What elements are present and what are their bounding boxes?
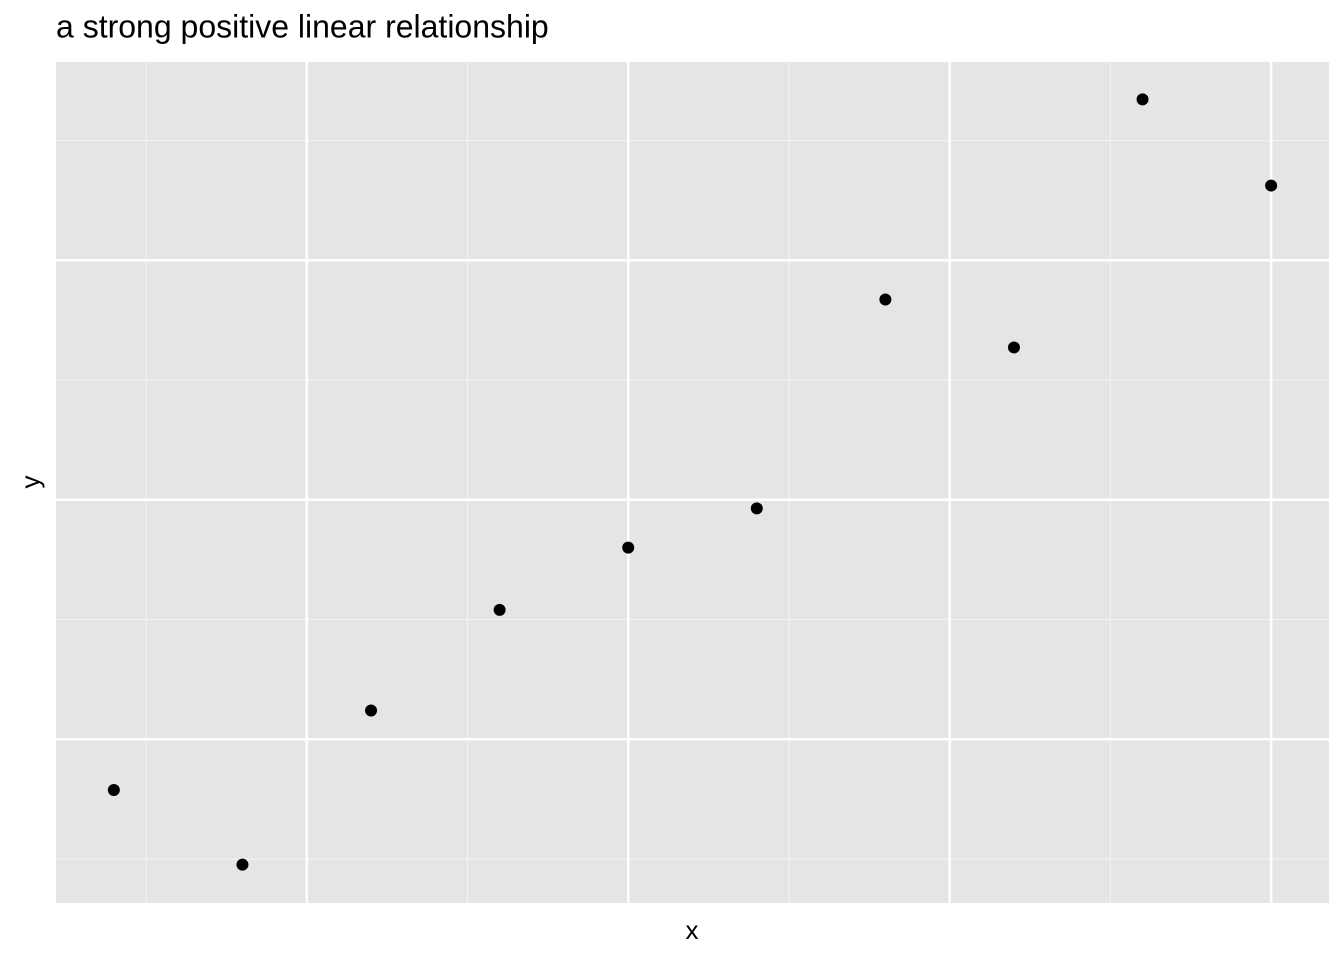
point xyxy=(750,502,763,515)
point xyxy=(107,783,120,796)
point xyxy=(1265,179,1278,192)
y-axis-label: y xyxy=(15,476,45,489)
x-axis-label: x xyxy=(686,915,699,945)
point xyxy=(493,603,506,616)
point xyxy=(365,704,378,717)
chart-title: a strong positive linear relationship xyxy=(56,8,549,44)
point xyxy=(1007,341,1020,354)
point xyxy=(622,541,635,554)
point xyxy=(1136,93,1149,106)
point xyxy=(879,293,892,306)
point xyxy=(236,858,249,871)
plot-panel xyxy=(56,62,1329,903)
